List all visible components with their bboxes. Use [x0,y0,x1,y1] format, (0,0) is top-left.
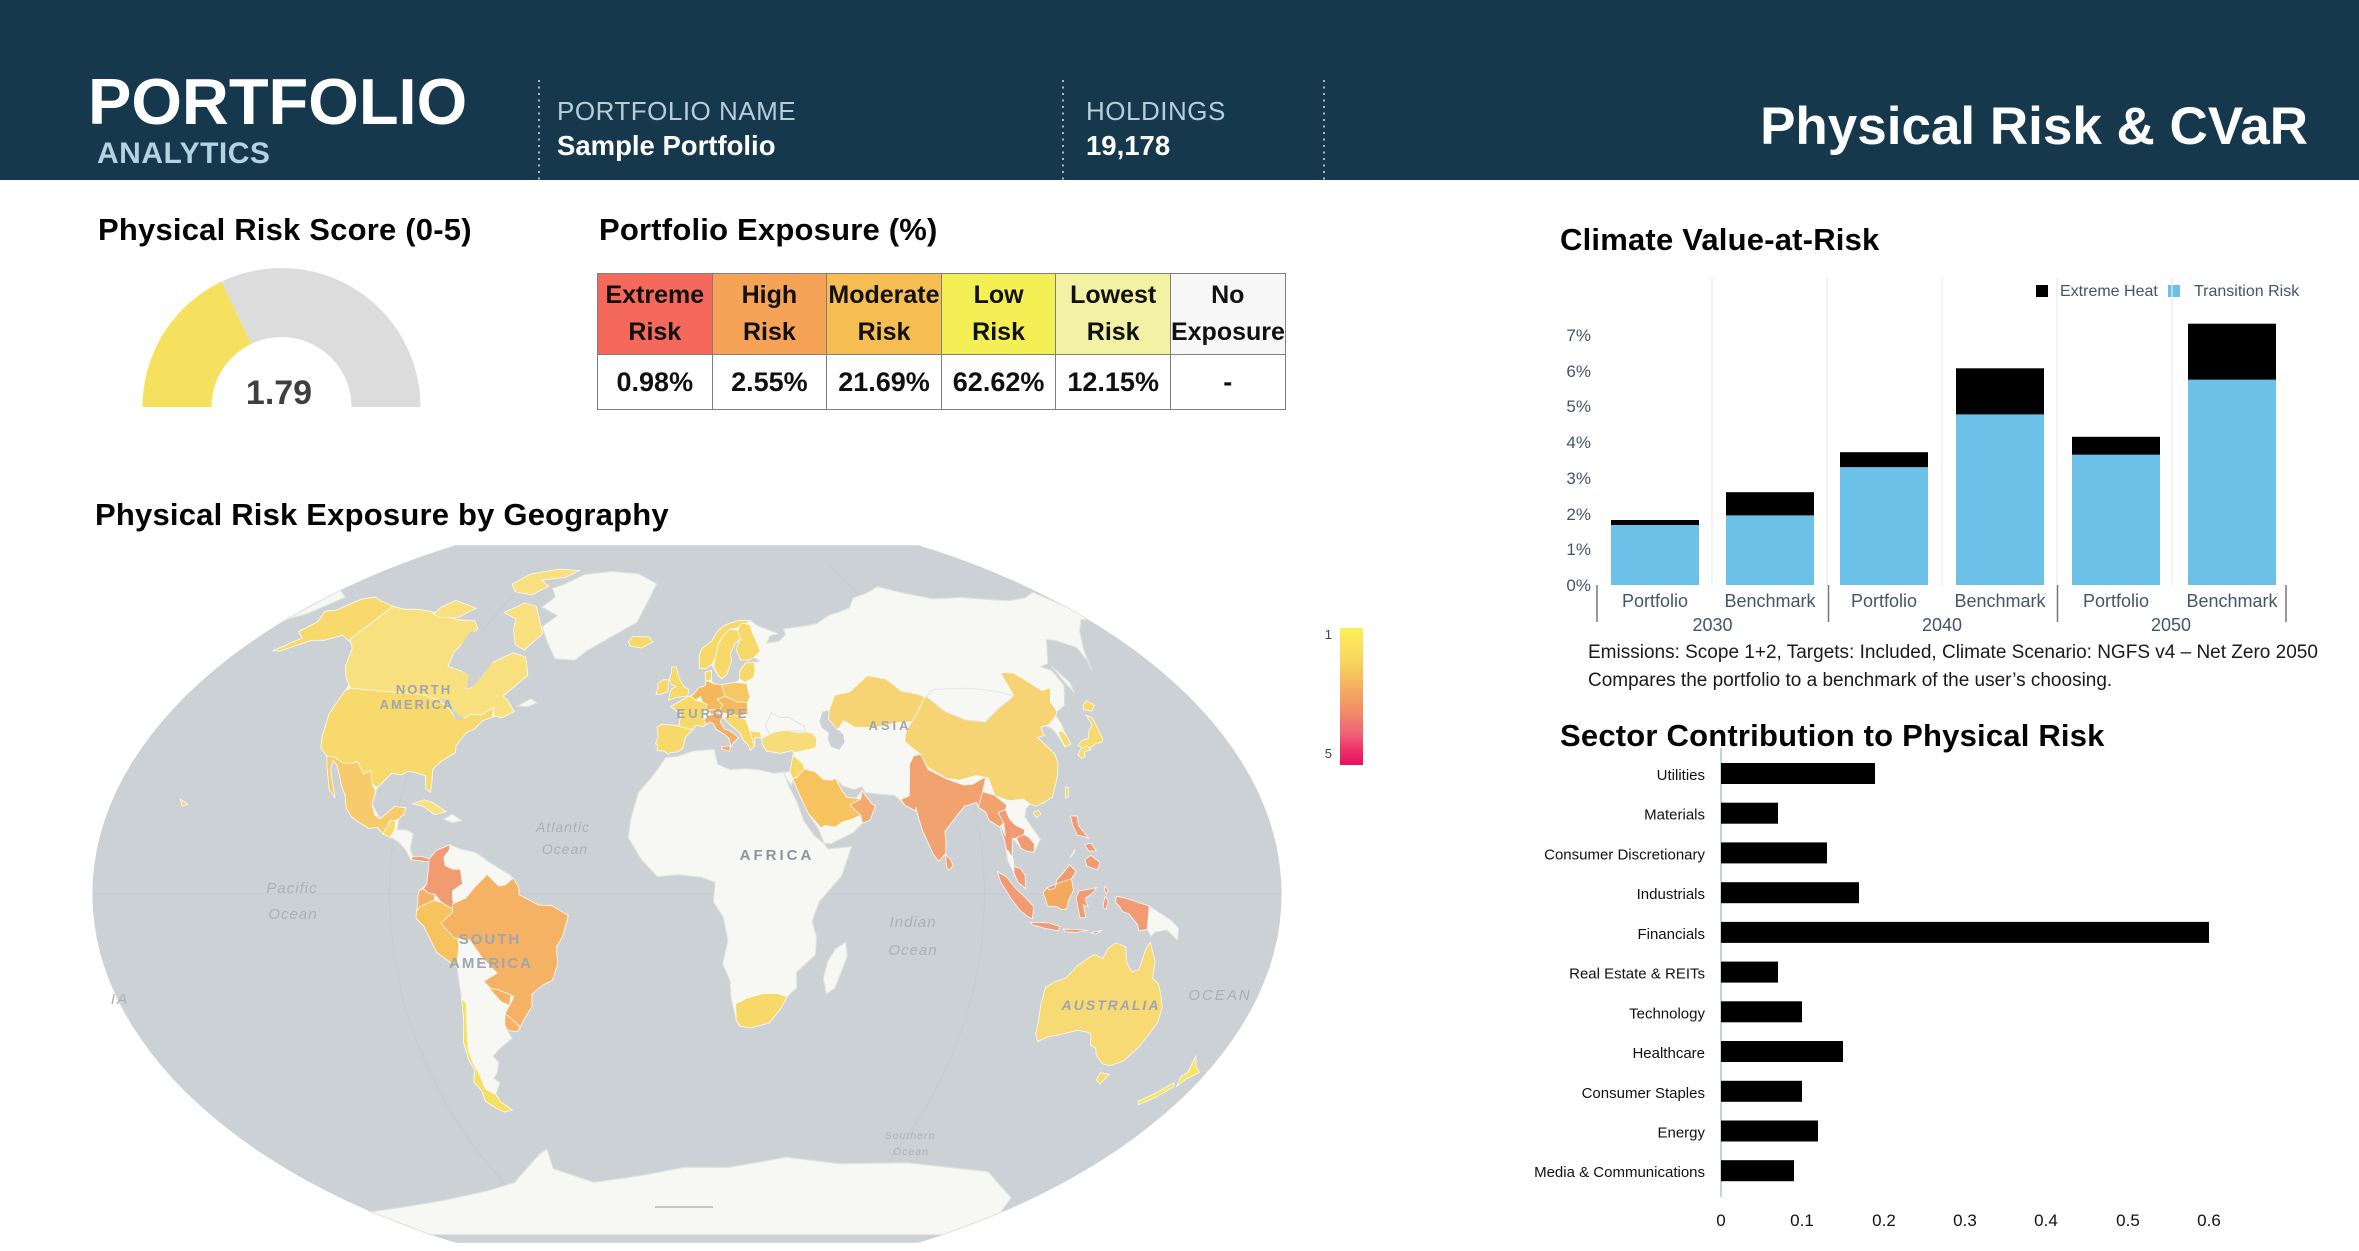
svg-text:Industrials: Industrials [1637,886,1705,903]
svg-text:0.4: 0.4 [2034,1211,2058,1230]
svg-text:Energy: Energy [1657,1125,1705,1142]
svg-text:SOUTH: SOUTH [459,931,522,948]
svg-text:1%: 1% [1566,540,1591,559]
svg-text:EUROPE: EUROPE [677,706,750,721]
svg-text:2030: 2030 [1692,615,1732,635]
svg-text:Pacific: Pacific [266,880,317,897]
svg-text:Utilities: Utilities [1657,767,1705,784]
svg-text:Ocean: Ocean [542,841,588,857]
svg-text:Portfolio: Portfolio [1622,591,1688,611]
svg-text:0.6: 0.6 [2197,1211,2221,1230]
svg-text:0.1: 0.1 [1790,1211,1814,1230]
svg-text:4%: 4% [1566,433,1591,452]
svg-text:NORTH: NORTH [396,682,452,697]
svg-text:Extreme Heat: Extreme Heat [2060,283,2158,300]
svg-text:0.3: 0.3 [1953,1211,1977,1230]
svg-text:AUSTRALIA: AUSTRALIA [1061,997,1161,1013]
svg-text:0: 0 [1716,1211,1725,1230]
svg-text:5%: 5% [1566,397,1591,416]
svg-text:ASIA: ASIA [868,718,911,733]
svg-text:2050: 2050 [2151,615,2191,635]
svg-text:OCEAN: OCEAN [1188,987,1251,1004]
svg-text:3%: 3% [1566,469,1591,488]
svg-text:0.2: 0.2 [1872,1211,1896,1230]
svg-text:Ocean: Ocean [888,942,937,959]
svg-text:Technology: Technology [1629,1005,1705,1022]
svg-text:Transition Risk: Transition Risk [2194,283,2300,300]
svg-text:Indian: Indian [890,914,937,931]
svg-text:Financials: Financials [1637,926,1705,943]
svg-text:Consumer Discretionary: Consumer Discretionary [1544,846,1705,863]
svg-text:2%: 2% [1566,505,1591,524]
svg-text:Media & Communications: Media & Communications [1534,1164,1705,1181]
svg-text:0%: 0% [1566,576,1591,595]
svg-text:5: 5 [1325,746,1332,761]
svg-text:1: 1 [1325,627,1332,642]
svg-text:Consumer Staples: Consumer Staples [1582,1085,1705,1102]
svg-text:Healthcare: Healthcare [1632,1045,1705,1062]
svg-text:Portfolio: Portfolio [1851,591,1917,611]
svg-text:Ocean: Ocean [893,1146,929,1158]
svg-text:7%: 7% [1566,326,1591,345]
svg-text:2040: 2040 [1922,615,1962,635]
svg-text:Ocean: Ocean [268,906,317,923]
svg-text:1.79: 1.79 [246,374,312,408]
svg-text:Benchmark: Benchmark [2186,591,2278,611]
svg-text:0.5: 0.5 [2116,1211,2140,1230]
svg-text:6%: 6% [1566,362,1591,381]
svg-text:Benchmark: Benchmark [1954,591,2046,611]
svg-text:Real Estate & REITs: Real Estate & REITs [1569,966,1705,983]
svg-text:Benchmark: Benchmark [1724,591,1816,611]
svg-text:IA: IA [111,991,129,1008]
svg-text:Materials: Materials [1644,807,1705,824]
svg-text:AMERICA: AMERICA [380,697,455,712]
svg-text:Portfolio: Portfolio [2083,591,2149,611]
svg-text:Atlantic: Atlantic [535,819,590,835]
svg-text:AMERICA: AMERICA [449,955,533,972]
svg-text:AFRICA: AFRICA [740,847,815,864]
svg-text:Southern: Southern [885,1130,936,1142]
